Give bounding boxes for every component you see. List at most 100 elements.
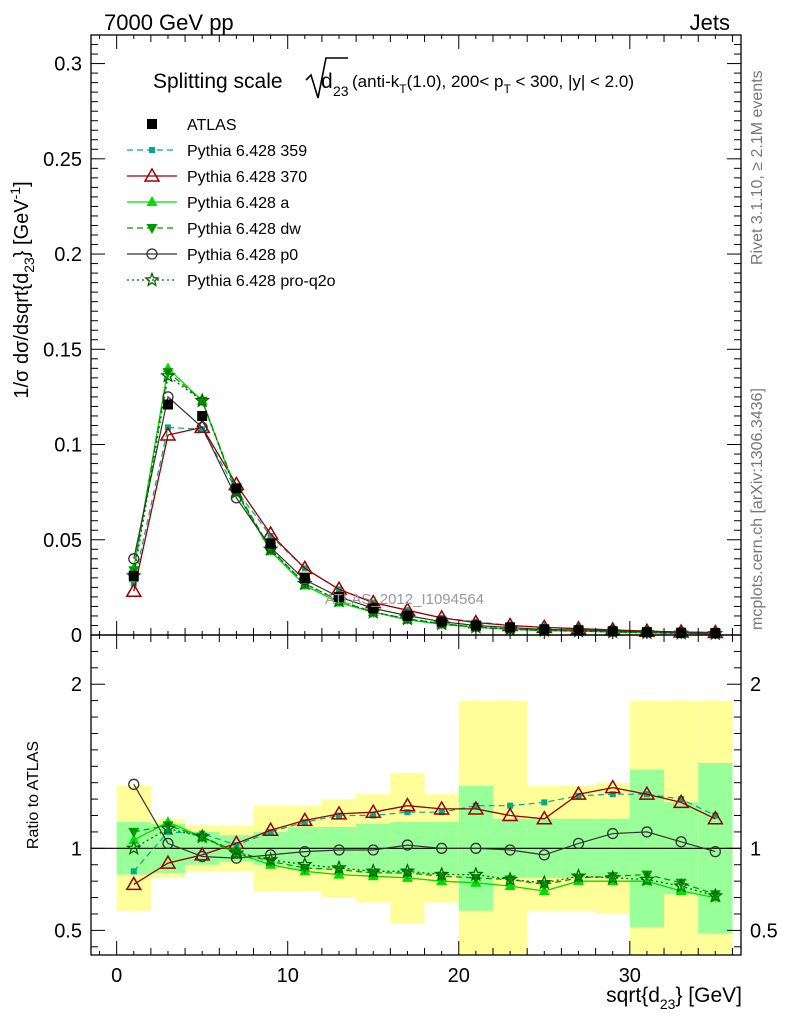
ratio-series-0-point	[438, 809, 445, 816]
atlas-data-point	[505, 622, 516, 633]
atlas-data-point	[539, 624, 550, 635]
ratio-series-5-point	[262, 851, 279, 867]
ratio-series-4-point	[572, 837, 585, 850]
ratio-series-5-point	[399, 863, 416, 879]
ratio-series-5-point	[331, 859, 347, 875]
title-details: (anti-kT(1.0), 200< pT < 300, |y| < 2.0)	[352, 72, 634, 96]
legend-label: Pythia 6.428 359	[187, 143, 307, 160]
sqrt-radical-icon	[305, 57, 348, 99]
y-tick-label: 0.1	[54, 435, 82, 457]
atlas-data-point	[197, 410, 208, 421]
ratio-series-5-point	[125, 839, 142, 856]
axes-layer: 0 10 20 30 0 0.05 0.1 0.15 0.2 0.25 0.3 0.5 0.5 1 1 2 2	[43, 34, 778, 987]
legend-label: Pythia 6.428 a	[187, 195, 289, 212]
y-tick-label: 0.15	[43, 339, 82, 361]
ratio-series-5-point	[194, 828, 211, 844]
ratio-plot-frame	[90, 634, 742, 956]
ratio-series-4-point	[128, 778, 140, 790]
ratio-series-1-point	[535, 810, 553, 825]
ratio-series-5-point	[707, 887, 724, 903]
ratio-series-1-point	[330, 805, 348, 820]
ratio-series-3-point	[162, 821, 174, 832]
ratio-series-5-point	[604, 869, 621, 885]
ratio-series-0-point	[130, 868, 137, 875]
y-tick-label: 0	[71, 625, 82, 647]
atlas-data-point	[470, 620, 481, 631]
ratio-series-4-point	[367, 844, 379, 856]
ratio-series-4-point	[675, 836, 687, 848]
series-4-point	[196, 421, 208, 434]
ratio-series-0-point	[301, 819, 308, 826]
analysis-watermark: ATLAS_2012_I1094564	[325, 591, 484, 608]
ratio-series-4-point	[504, 844, 516, 856]
series-5-line	[133, 374, 716, 635]
atlas-data-point	[368, 603, 379, 614]
ratio-series-1-point	[467, 800, 485, 815]
legend-marker	[147, 119, 157, 129]
legend: ATLAS Pythia 6.428 359 Pythia 6.428 370 Pyt…	[127, 117, 336, 290]
ratio-series-4-point	[162, 837, 174, 850]
x-tick-label: 30	[619, 965, 641, 987]
atlas-data-point	[436, 616, 447, 627]
atlas-data-point	[573, 625, 584, 636]
ratio-series-1-point	[707, 810, 724, 825]
ratio-series-4-point	[401, 839, 414, 851]
ratio-series-5-point	[673, 877, 690, 893]
atlas-data-point	[334, 591, 345, 602]
ratio-series-5-point	[638, 871, 655, 887]
legend-marker	[146, 248, 158, 260]
y-tick-label: 0.2	[54, 244, 82, 266]
ratio-series-0-point	[370, 812, 377, 819]
ratio-series-1-point	[672, 793, 690, 809]
ratio-series-4-line	[133, 783, 716, 859]
series-1-point	[159, 426, 177, 441]
ratio-series-layer	[125, 778, 724, 903]
ratio-series-1-point	[638, 785, 656, 800]
series-0-point	[199, 426, 206, 433]
ratio-series-1-point	[364, 803, 382, 818]
ratio-y-tick-label: 0.5	[54, 920, 82, 942]
legend-marker	[143, 167, 161, 182]
x-tick-label: 0	[111, 965, 122, 987]
series-1-point	[125, 582, 143, 597]
y-tick-label: 0.25	[43, 149, 82, 171]
y-tick-label: 0.05	[43, 530, 82, 552]
ratio-series-5-point	[228, 845, 245, 860]
ratio-series-4-point	[538, 849, 550, 861]
header-left: 7000 GeV pp	[104, 10, 234, 35]
ratio-series-4-point	[333, 844, 345, 856]
ratio-series-2-point	[675, 885, 687, 895]
ratio-series-1-point	[125, 875, 143, 891]
y-axis-label: 1/σ dσ/dsqrt{d23} [GeV-1]	[7, 181, 37, 398]
series-3-point	[162, 368, 174, 379]
ratio-y-tick-label-right: 2	[750, 674, 761, 696]
ratio-series-4-point	[470, 842, 482, 854]
ratio-series-5-point	[160, 820, 176, 836]
ratio-series-1-point	[604, 779, 622, 794]
title-sub: 23	[333, 83, 349, 99]
legend-label: Pythia 6.428 dw	[187, 221, 301, 238]
ratio-series-3-point	[675, 878, 687, 889]
ratio-series-1-point	[501, 807, 519, 822]
svg-text:d: d	[321, 70, 333, 93]
ratio-y-tick-label-right: 0.5	[750, 920, 778, 942]
ratio-series-4-point	[641, 826, 653, 838]
ratio-series-0-point	[609, 791, 616, 798]
ratio-series-0-point	[575, 792, 582, 799]
ratio-series-5-point	[296, 856, 313, 872]
ratio-series-0-point	[233, 842, 240, 849]
ratio-series-4-point	[709, 845, 721, 858]
ratio-series-4-point	[436, 842, 448, 854]
ratio-series-0-point	[404, 809, 411, 816]
x-axis-label: sqrt{d23} [GeV]	[606, 984, 742, 1012]
ratio-series-3-point	[128, 827, 140, 838]
ratio-series-1-point	[433, 800, 450, 815]
ratio-series-0-point	[712, 812, 719, 819]
ratio-series-4-point	[264, 849, 277, 861]
ratio-series-3-point	[641, 870, 653, 881]
ratio-y-tick-label: 2	[71, 674, 82, 696]
ratio-series-1-point	[262, 821, 279, 837]
legend-marker	[146, 196, 158, 206]
title-main: Splitting scale	[153, 70, 283, 93]
ratio-series-4-point	[607, 827, 619, 840]
